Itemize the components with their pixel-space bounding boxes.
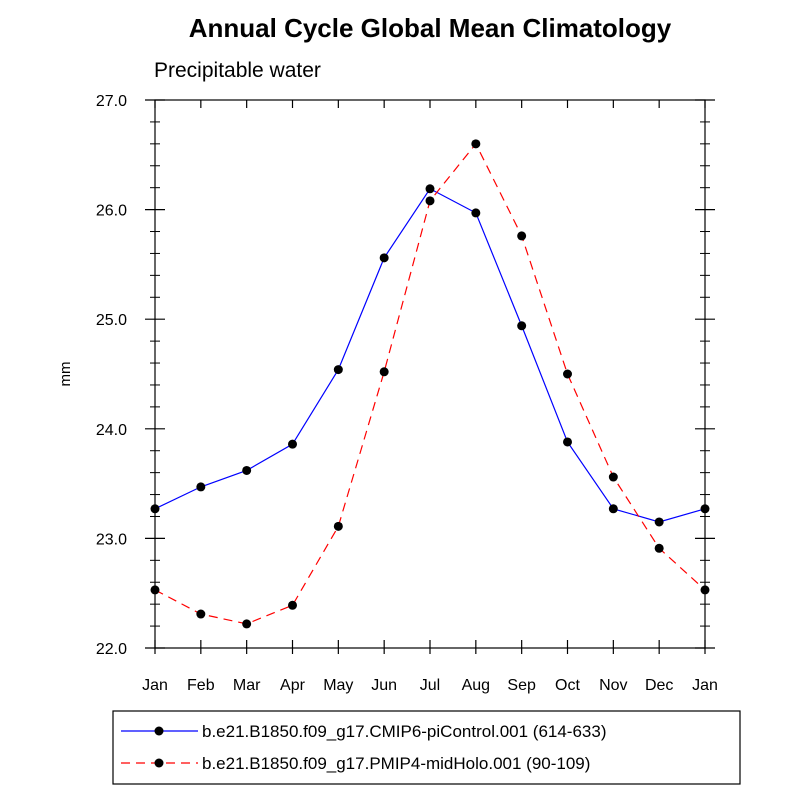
y-tick-label: 22.0 bbox=[96, 641, 127, 658]
series-2-point bbox=[563, 369, 572, 379]
x-tick-label: May bbox=[323, 677, 353, 694]
x-tick-label: Jan bbox=[692, 677, 718, 694]
y-tick-label: 23.0 bbox=[96, 531, 127, 548]
series-1-point bbox=[333, 365, 343, 375]
series-1-point bbox=[654, 517, 664, 527]
x-tick-label: Dec bbox=[645, 677, 673, 694]
x-tick-label: Oct bbox=[555, 677, 580, 694]
legend-marker-1 bbox=[154, 726, 164, 736]
y-axis-label: mm bbox=[57, 362, 74, 387]
y-tick-label: 24.0 bbox=[96, 422, 127, 439]
y-tick-label: 26.0 bbox=[96, 203, 127, 220]
plot-series bbox=[150, 139, 710, 629]
x-tick-label: Sep bbox=[507, 677, 536, 694]
series-1-point bbox=[563, 437, 572, 447]
series-2-point bbox=[654, 543, 664, 553]
chart-title: Annual Cycle Global Mean Climatology bbox=[189, 13, 672, 43]
plot-frame bbox=[154, 99, 706, 649]
series-1-point bbox=[288, 439, 297, 449]
series-2-point bbox=[196, 609, 206, 619]
legend-marker-2 bbox=[154, 758, 164, 768]
series-2-point bbox=[288, 600, 297, 610]
y-tick-label: 27.0 bbox=[96, 93, 127, 110]
series-2-point bbox=[608, 472, 618, 482]
x-tick-label: Jul bbox=[420, 677, 440, 694]
series-2-point bbox=[471, 139, 481, 149]
series-2-point bbox=[242, 619, 252, 629]
x-tick-label: Aug bbox=[462, 677, 490, 694]
x-tick-label: Mar bbox=[233, 677, 261, 694]
x-tick-label: Apr bbox=[280, 677, 306, 694]
series-2-point bbox=[517, 231, 527, 241]
x-tick-label: Nov bbox=[599, 677, 627, 694]
legend-label-2: b.e21.B1850.f09_g17.PMIP4-midHolo.001 (9… bbox=[202, 754, 590, 773]
series-1-point bbox=[242, 465, 252, 475]
axes: Jan Feb Mar Apr May Jun Jul Aug Sep Oct Nov Dec Jan 2… bbox=[96, 93, 718, 694]
series-2-point bbox=[379, 367, 389, 377]
series-1-point bbox=[425, 184, 435, 194]
x-tick-label: Jan bbox=[142, 677, 168, 694]
legend: b.e21.B1850.f09_g17.CMIP6-piControl.001 … bbox=[112, 710, 741, 785]
series-1-point bbox=[608, 504, 618, 514]
x-tick-label: Jun bbox=[371, 677, 397, 694]
chart-subtitle: Precipitable water bbox=[154, 59, 321, 82]
legend-label-1: b.e21.B1850.f09_g17.CMIP6-piControl.001 … bbox=[202, 722, 607, 741]
legend-box bbox=[112, 710, 741, 785]
series-2-point bbox=[425, 196, 435, 206]
series-1-point bbox=[471, 208, 481, 218]
series-line-1 bbox=[154, 187, 706, 523]
series-1-point bbox=[379, 253, 389, 263]
x-tick-label: Feb bbox=[187, 677, 215, 694]
series-2-point bbox=[333, 521, 343, 531]
series-1-point bbox=[196, 482, 206, 492]
series-1-point bbox=[517, 321, 527, 331]
series-line-2 bbox=[154, 142, 706, 625]
y-tick-label: 25.0 bbox=[96, 312, 127, 329]
